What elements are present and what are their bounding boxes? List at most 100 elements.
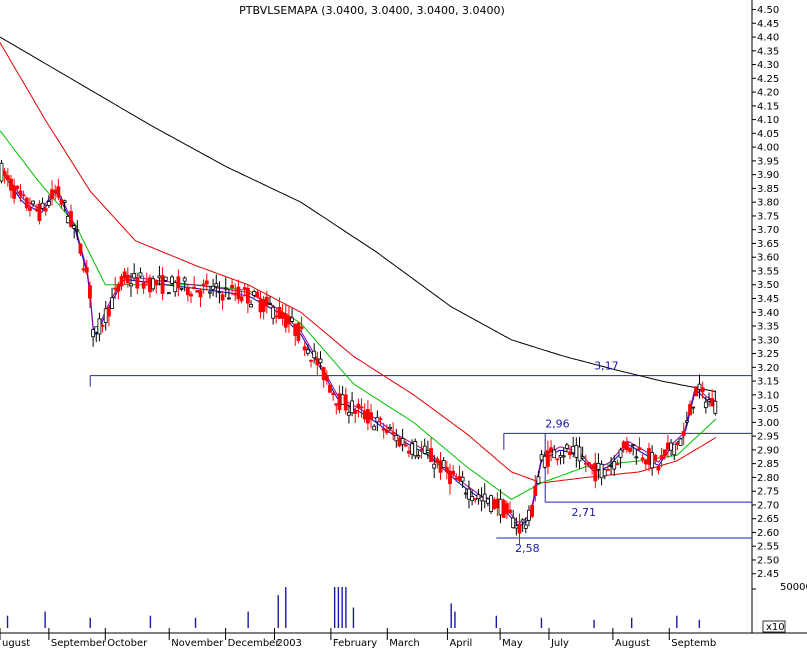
y-tick-label: 3.00 [757,418,779,429]
candle-body [372,425,377,431]
candle-body [407,450,411,454]
candle-body [331,393,336,395]
y-tick-label: 3.30 [757,335,779,346]
candle-body [369,412,373,420]
candle-body [539,454,544,461]
candle-body [217,291,222,294]
ma200-line [0,36,716,393]
level-label: 3,17 [594,360,619,373]
candle-body [258,299,263,313]
candle-body [425,450,430,453]
candle-body [549,447,553,453]
candle-body [485,498,490,504]
candle-body [533,485,538,497]
candle-body [72,225,77,229]
candle-body [457,476,462,481]
candle-body [700,387,705,393]
candle-body [546,450,550,467]
candle-body [713,400,718,414]
candle-body [381,428,386,431]
candle-body [684,420,689,423]
candle-body [56,186,61,198]
y-tick-label: 2.90 [757,445,779,456]
candle-body [113,287,118,290]
candle-body [432,463,437,469]
candle-body [277,307,282,319]
candle-body [662,449,667,457]
y-tick-label: 4.20 [757,88,779,99]
y-tick-label: 3.95 [757,156,779,167]
candle-body [100,325,105,327]
candle-body [590,464,595,469]
candle-body [31,200,35,205]
candle-body [666,442,670,450]
candle-body [283,313,288,328]
level-label: 2,71 [572,506,597,519]
y-tick-label: 2.65 [757,514,779,525]
candle-body [65,215,70,224]
candle-body [157,275,162,279]
candle-body [473,498,478,500]
y-tick-label: 4.10 [757,115,779,126]
candle-body [220,294,225,301]
candle-body [138,272,143,277]
candle-body [268,302,272,305]
candle-body [710,398,715,407]
candle-body [135,277,140,289]
y-tick-label: 3.55 [757,266,779,277]
y-tick-label: 2.75 [757,487,779,498]
candle-body [504,503,509,514]
candle-body [15,185,20,189]
candle-body [287,316,291,325]
candle-body [78,243,83,254]
candle-body [482,493,487,502]
y-tick-label: 2.45 [757,569,779,580]
candle-body [359,406,364,409]
candle-body [189,293,193,297]
candle-body [552,449,557,459]
candle-body [394,434,399,442]
candle-body [688,404,692,416]
candle-body [302,346,307,351]
x-tick-label: Septemb [671,638,716,648]
y-tick-label: 3.75 [757,211,779,222]
candle-body [280,312,285,319]
candle-body [388,426,392,430]
candle-body [530,505,535,517]
candle-body [160,275,165,294]
candle-body [697,383,702,390]
y-tick-label: 4.25 [757,74,779,85]
candle-body [643,460,648,465]
candle-body [612,461,617,470]
candle-body [429,448,433,463]
candle-body [91,329,95,338]
y-tick-label: 4.45 [757,19,779,30]
candle-body [384,429,389,433]
candle-body [201,283,206,286]
candle-body [681,431,686,436]
candle-body [511,517,516,529]
candle-body [703,401,708,409]
candle-body [312,350,317,359]
x-tick-label: February [333,638,377,648]
candle-body [577,446,582,462]
candle-body [18,190,23,196]
candle-body [324,375,329,381]
candle-body [166,292,171,295]
candle-body [564,444,569,449]
candle-body [596,462,601,470]
candle-body [422,445,427,454]
candle-body [53,189,58,194]
candle-body [204,280,209,285]
candle-body [195,289,200,293]
y-tick-label: 3.80 [757,198,779,209]
candle-body [198,290,203,298]
candle-body [141,282,146,289]
x-tick-label: 2003 [276,638,301,648]
candle-body [583,462,588,465]
candle-body [84,267,89,273]
x-tick-label: December [228,638,281,648]
x-tick-label: August [615,638,650,648]
candle-body [574,445,579,458]
